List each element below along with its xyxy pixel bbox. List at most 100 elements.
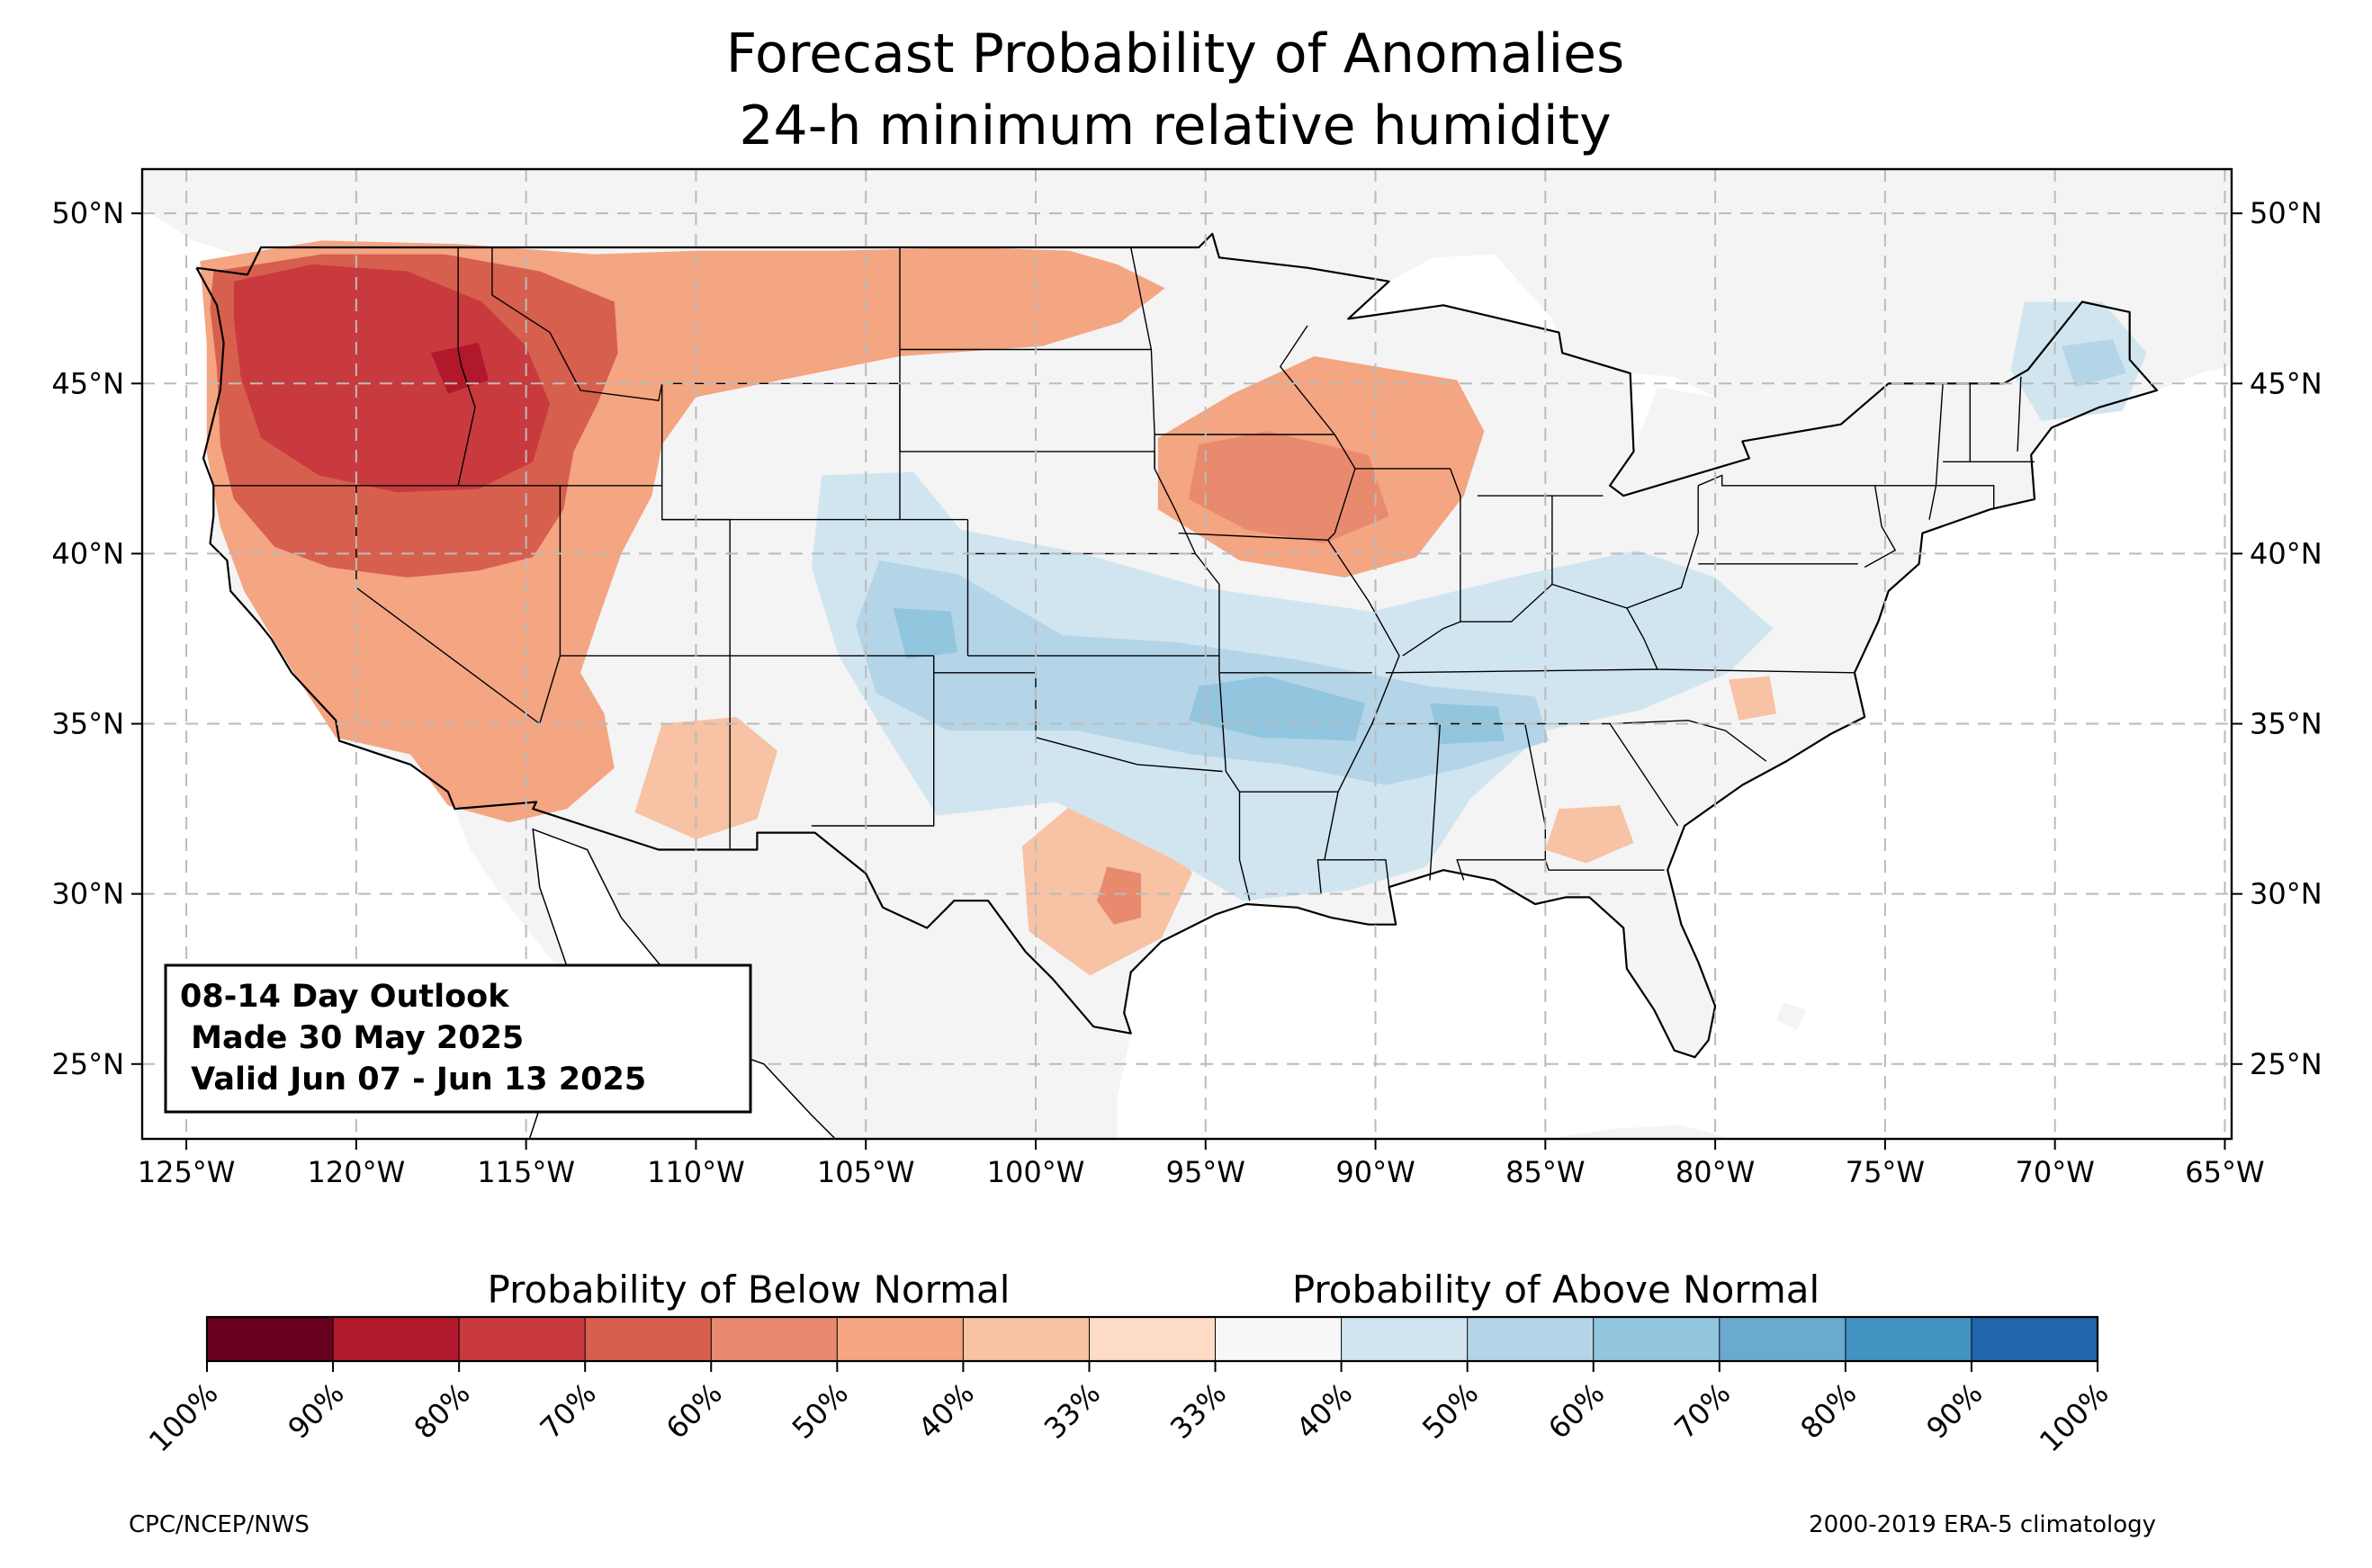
state-boundary (1178, 434, 1356, 542)
colorbar-swatch (1467, 1316, 1595, 1362)
outlook-period: 08-14 Day Outlook (180, 979, 509, 1015)
lon-tick-label: 100°W (987, 1155, 1085, 1189)
lat-tick-label-right: 50°N (2250, 196, 2323, 230)
colorbar-tick-label: 50% (1415, 1376, 1485, 1446)
anomaly-below-60-region-8 (1096, 866, 1141, 925)
anomaly-layer (200, 240, 2147, 976)
colorbar-tick-label: 70% (534, 1376, 603, 1446)
anomaly-below-80-region-2 (233, 264, 551, 493)
map-panel: 125°W 120°W 115°W 110°W 105°W 100°W 95°W 90°W 85… (51, 167, 2323, 1189)
anomaly-below-40-region-4 (634, 717, 777, 840)
state-boundary (1385, 668, 1658, 674)
outlook-made-date: Made 30 May 2025 (180, 1020, 524, 1056)
outlook-valid-range: Valid Jun 07 - Jun 13 2025 (180, 1062, 646, 1098)
title-line-2: 24-h minimum relative humidity (739, 94, 1611, 157)
colorbar-tick-label: 33% (1164, 1376, 1233, 1446)
state-boundary (2017, 376, 2022, 452)
lon-tick-label: 110°W (647, 1155, 745, 1189)
lat-tick-label-right: 40°N (2250, 536, 2323, 570)
colorbar-tick-label: 100% (142, 1376, 225, 1459)
colorbar-swatches (206, 1316, 2098, 1362)
colorbar-swatch (206, 1316, 335, 1362)
colorbar-tick-label: 50% (786, 1376, 855, 1446)
colorbar-below-label: Probability of Below Normal (488, 1268, 1011, 1312)
info-box-frame (164, 963, 752, 1114)
colorbar-tick-label: 80% (408, 1376, 477, 1446)
lon-tick-label: 125°W (138, 1155, 236, 1189)
title-line-1: Forecast Probability of Anomalies (726, 22, 1625, 85)
lon-tick-label: 65°W (2185, 1155, 2264, 1189)
state-boundary (1130, 246, 1220, 673)
colorbar-swatch (458, 1316, 587, 1362)
lat-tick-label-right: 45°N (2250, 366, 2323, 400)
lat-tick-label-right: 30°N (2250, 877, 2323, 911)
anomaly-below-40-region-9 (1545, 805, 1634, 864)
lon-tick-label: 105°W (817, 1155, 915, 1189)
lon-tick-label: 85°W (1505, 1155, 1585, 1189)
state-boundary (1609, 723, 1679, 827)
anomaly-below-40-region-10 (1729, 676, 1777, 721)
credit-right: 2000-2019 ERA-5 climatology (1809, 1511, 2156, 1538)
anomaly-below-90-region-3 (430, 342, 490, 394)
lon-tick-label: 70°W (2015, 1155, 2094, 1189)
state-borders (213, 246, 2035, 901)
anomaly-above-50-region-17 (2062, 339, 2126, 388)
state-boundary (1429, 723, 1441, 881)
state-boundary (1155, 325, 1336, 435)
lat-tick-label-left: 45°N (51, 366, 124, 400)
colorbar-swatch (332, 1316, 461, 1362)
state-boundary (457, 247, 476, 486)
latitude-ticks: 50°N 50°N 45°N 45°N 40°N 40°N 35°N 35°N 30°N 30°N… (51, 196, 2322, 1081)
colorbar-swatch (836, 1316, 965, 1362)
anomaly-above-60-region-13 (893, 607, 958, 659)
state-boundary (1626, 607, 1855, 674)
colorbar-swatch (962, 1316, 1091, 1362)
colorbar-tick-label: 40% (912, 1376, 981, 1446)
colorbar-tick-label: 33% (1038, 1376, 1107, 1446)
state-boundary (1936, 485, 1995, 510)
lat-tick-label-right: 25°N (2250, 1047, 2323, 1081)
colorbar-swatch (1719, 1316, 1846, 1362)
anomaly-above-50-region-12 (855, 560, 1550, 785)
colorbar-swatch (1341, 1316, 1469, 1362)
longitude-ticks: 125°W 120°W 115°W 110°W 105°W 100°W 95°W 90°W 85… (138, 1139, 2265, 1189)
outlook-info-box: 08-14 Day Outlook Made 30 May 2025 Valid… (164, 963, 752, 1114)
credit-left: CPC/NCEP/NWS (129, 1511, 310, 1538)
national-borders (195, 232, 2158, 1059)
lon-tick-label: 115°W (477, 1155, 575, 1189)
colorbar-tick-label: 60% (1541, 1376, 1611, 1446)
colorbar-tick-label: 90% (282, 1376, 351, 1446)
state-boundary (1321, 859, 1390, 888)
map-frame (140, 167, 2233, 1141)
colorbar-tick-label: 70% (1667, 1376, 1737, 1446)
state-boundary (1928, 485, 1937, 520)
state-boundary (1460, 496, 1553, 623)
lat-tick-label-left: 50°N (51, 196, 124, 230)
lat-tick-label-left: 30°N (51, 877, 124, 911)
colorbar-swatch (710, 1316, 839, 1362)
lon-tick-label: 120°W (308, 1155, 406, 1189)
state-boundary (491, 247, 731, 521)
colorbar-swatch (1845, 1316, 1972, 1362)
colorbar-frame (205, 1315, 2099, 1363)
lon-tick-label: 95°W (1166, 1155, 1245, 1189)
lat-tick-label-right: 35°N (2250, 707, 2323, 741)
colorbar-swatch (1971, 1316, 2098, 1362)
lat-tick-label-left: 35°N (51, 707, 124, 741)
lon-tick-label: 80°W (1676, 1155, 1755, 1189)
colorbar-swatch (584, 1316, 713, 1362)
lon-tick-label: 90°W (1335, 1155, 1415, 1189)
colorbar-tick-label: 100% (2033, 1376, 2116, 1459)
state-boundary (1551, 485, 1699, 609)
colorbar-tick-label: 60% (660, 1376, 729, 1446)
anomaly-below-60-region-6 (1188, 431, 1389, 544)
colorbar-tick-label: 80% (1793, 1376, 1863, 1446)
colorbar-tick-label: 40% (1289, 1376, 1359, 1446)
colorbar-tick-label: 90% (1919, 1376, 1989, 1446)
colorbar-ticks: 100% 90% 80% 70% 60% 50% 40% 33% 33% 40% 50% 60% 70%… (142, 1361, 2116, 1458)
colorbar-above-label: Probability of Above Normal (1292, 1268, 1819, 1312)
lat-tick-label-left: 40°N (51, 536, 124, 570)
lat-tick-label-left: 25°N (51, 1047, 124, 1081)
lon-tick-label: 75°W (1846, 1155, 1925, 1189)
